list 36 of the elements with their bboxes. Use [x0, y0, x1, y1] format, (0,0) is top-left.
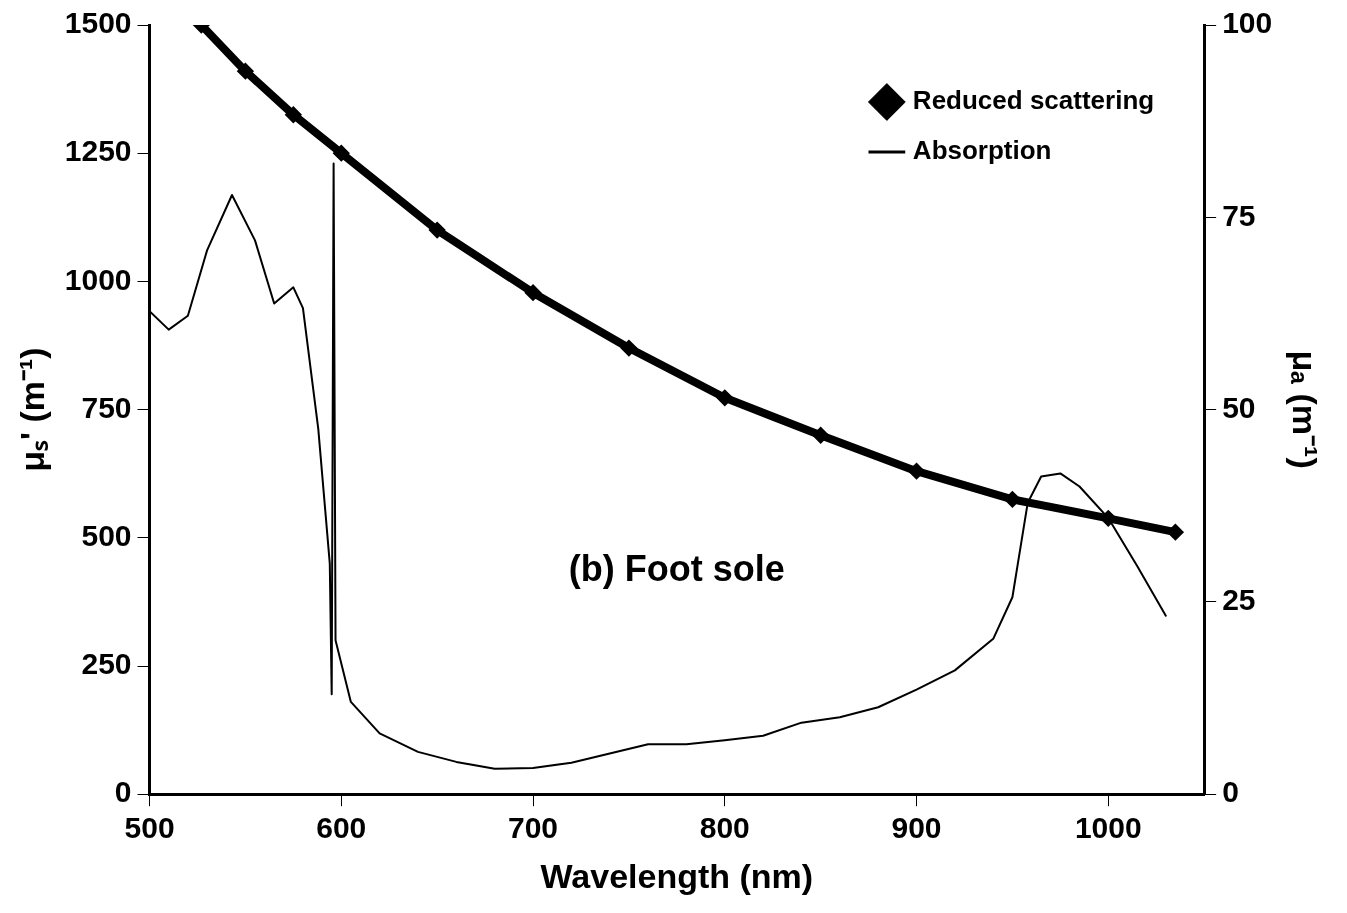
point: [430, 223, 445, 238]
x-axis-title: Wavelength (nm): [540, 856, 814, 895]
point: [1101, 511, 1116, 526]
point: [334, 146, 349, 161]
x-tick-label: 700: [508, 811, 559, 845]
y-tick-label: 1000: [64, 262, 132, 296]
y-tick-label: 750: [81, 390, 132, 424]
x-tick-label: 900: [891, 811, 942, 845]
point: [717, 390, 732, 405]
point: [286, 107, 301, 122]
x-tick-label: 500: [124, 811, 175, 845]
point: [238, 64, 253, 79]
y-tick-label: 1500: [64, 6, 132, 40]
y-axis-title: μₛ' (m⁻¹): [12, 347, 51, 472]
point: [621, 341, 636, 356]
legend-label: Absorption: [912, 135, 1052, 166]
y2-tick-label: 75: [1222, 198, 1256, 232]
point: [1005, 492, 1020, 507]
y2-tick-label: 25: [1222, 583, 1256, 617]
point: [813, 428, 828, 443]
point: [1168, 525, 1183, 540]
y2-tick-label: 100: [1222, 6, 1273, 40]
y-tick-label: 1250: [64, 134, 132, 168]
y2-tick-label: 50: [1222, 390, 1256, 424]
y-tick-label: 250: [81, 647, 132, 681]
x-tick-label: 800: [699, 811, 750, 845]
legend-label: Reduced scattering: [912, 85, 1155, 116]
y2-axis-title: μₐ (m⁻¹): [1286, 350, 1325, 469]
point: [526, 285, 541, 300]
x-tick-label: 1000: [1074, 811, 1142, 845]
point: [909, 464, 924, 479]
x-tick-label: 600: [316, 811, 367, 845]
y-tick-label: 0: [114, 775, 132, 809]
y2-tick-label: 0: [1222, 775, 1239, 809]
annotation: (b) Foot sole: [568, 548, 785, 590]
y-tick-label: 500: [81, 519, 132, 553]
